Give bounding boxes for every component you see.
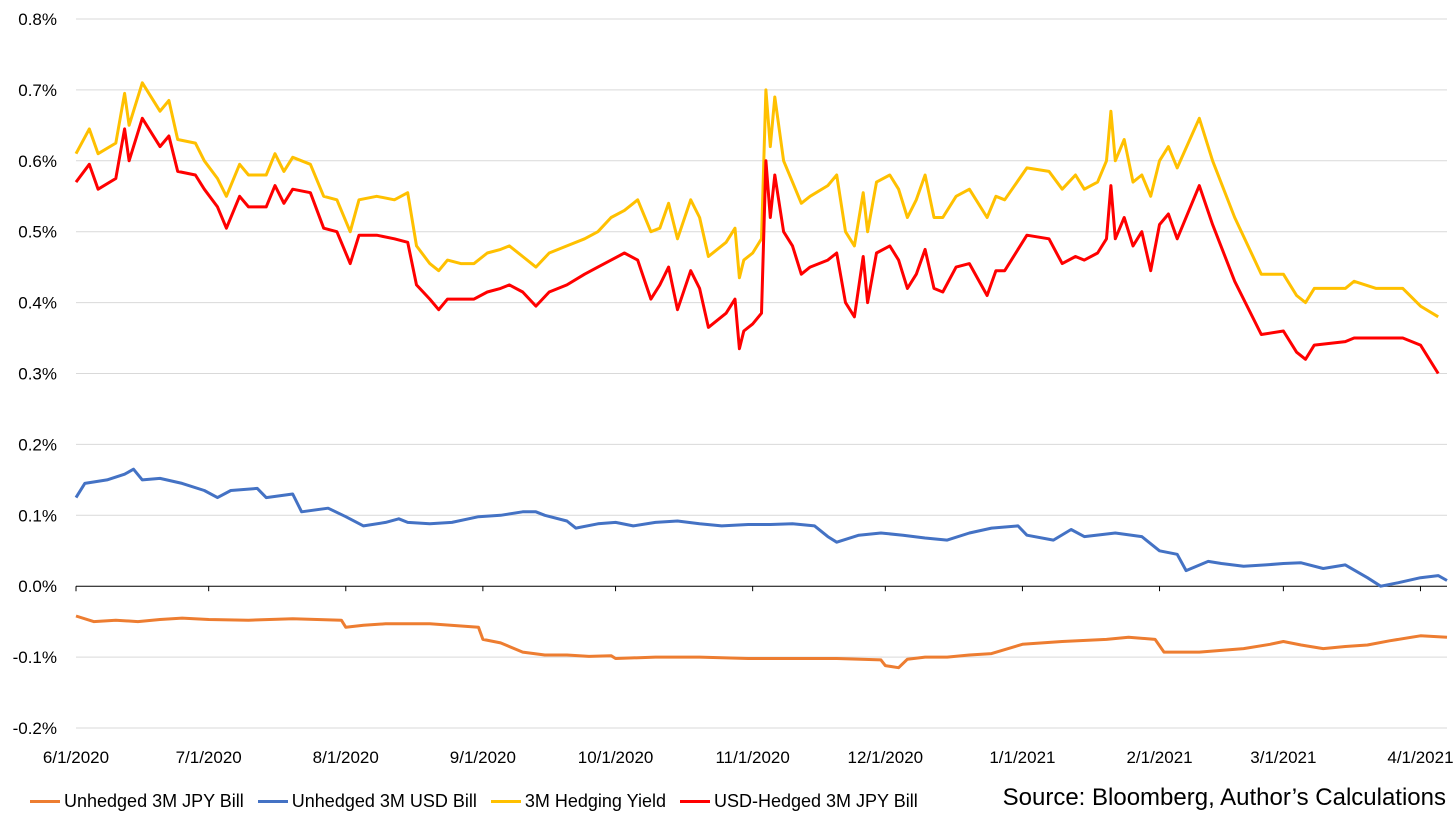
y-tick-label: 0.4% [18, 294, 57, 313]
x-tick-label: 2/1/2021 [1126, 748, 1192, 767]
series-lines [74, 81, 1448, 670]
series-line-usd-hedged-jpy [74, 116, 1440, 375]
legend-label-unhedged-usd: Unhedged 3M USD Bill [291, 790, 477, 811]
legend: Unhedged 3M JPY Bill Unhedged 3M USD Bil… [30, 786, 932, 816]
series-line-hedging-yield [74, 81, 1439, 319]
y-tick-label: 0.7% [18, 81, 57, 100]
legend-item-usd-hedged-jpy: USD-Hedged 3M JPY Bill [679, 790, 918, 812]
x-tick-label: 8/1/2020 [313, 748, 379, 767]
x-tick-label: 12/1/2020 [848, 748, 924, 767]
x-tick-label: 1/1/2021 [989, 748, 1055, 767]
y-tick-label: 0.8% [18, 10, 57, 29]
legend-swatch-unhedged-jpy [30, 799, 60, 803]
y-tick-label: 0.2% [18, 435, 57, 454]
x-tick-label: 6/1/2020 [43, 748, 109, 767]
y-tick-label: 0.5% [18, 223, 57, 242]
y-tick-label: 0.3% [18, 365, 57, 384]
gridlines [76, 18, 1447, 729]
y-tick-label: -0.2% [13, 719, 57, 738]
x-axis-tick-labels: 6/1/2020 7/1/2020 8/1/2020 9/1/2020 10/1/202… [43, 748, 1454, 767]
legend-label-hedging-yield: 3M Hedging Yield [524, 790, 666, 811]
x-axis [75, 585, 1447, 592]
y-tick-label: 0.6% [18, 152, 57, 171]
legend-swatch-usd-hedged-jpy [679, 799, 710, 803]
legend-swatch-hedging-yield [490, 799, 521, 803]
y-tick-label: -0.1% [13, 648, 57, 667]
y-axis-tick-labels: -0.2% -0.1% 0.0% 0.1% 0.2% 0.3% 0.4% 0.5% 0.6% 0.… [13, 10, 57, 738]
legend-label-usd-hedged-jpy: USD-Hedged 3M JPY Bill [713, 790, 918, 811]
legend-item-unhedged-usd: Unhedged 3M USD Bill [257, 790, 477, 812]
legend-item-unhedged-jpy: Unhedged 3M JPY Bill [30, 791, 244, 812]
x-tick-label: 11/1/2020 [715, 748, 789, 767]
x-tick-label: 9/1/2020 [450, 748, 516, 767]
x-tick-label: 7/1/2020 [176, 748, 242, 767]
legend-item-hedging-yield: 3M Hedging Yield [490, 790, 666, 812]
series-line-unhedged-usd [74, 467, 1448, 588]
source-note: Source: Bloomberg, Author’s Calculations [1002, 784, 1446, 811]
legend-swatch-unhedged-usd [257, 799, 288, 803]
x-tick-label: 3/1/2021 [1250, 748, 1316, 767]
x-tick-label: 4/1/2021 [1387, 748, 1453, 767]
legend-label-unhedged-jpy: Unhedged 3M JPY Bill [64, 790, 244, 811]
series-line-unhedged-jpy [75, 614, 1448, 670]
y-tick-label: 0.1% [18, 506, 57, 525]
x-tick-label: 10/1/2020 [578, 748, 654, 767]
y-tick-label: 0.0% [18, 577, 57, 596]
